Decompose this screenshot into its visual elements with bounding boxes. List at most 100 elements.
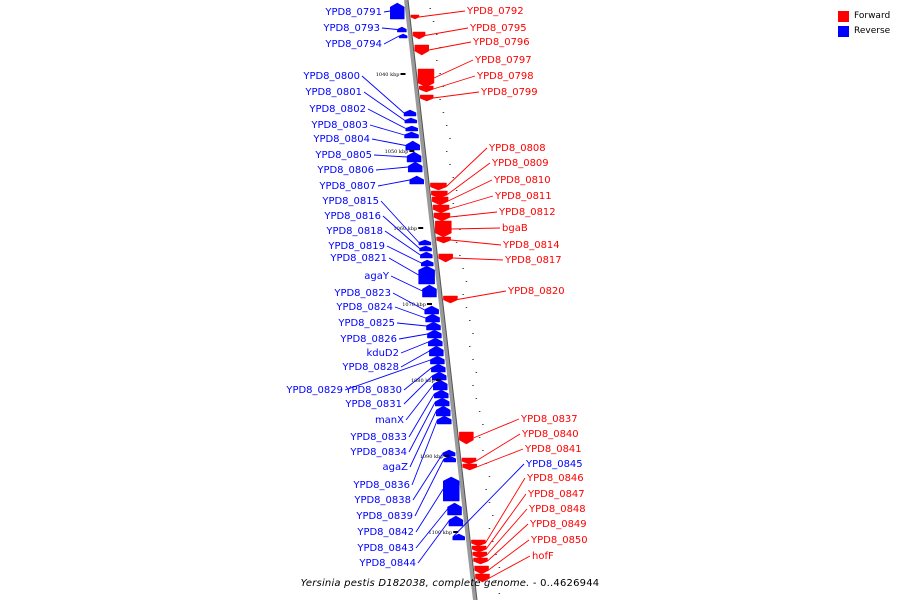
gene-label[interactable]: YPD8_0797: [474, 55, 532, 66]
gene-feature-YPD8_0814[interactable]: [436, 236, 451, 244]
gene-feature-YPD8_0820[interactable]: [443, 295, 458, 304]
gene-feature-YPD8_0823[interactable]: [424, 305, 439, 315]
gene-label[interactable]: agaZ: [383, 462, 409, 473]
gene-feature-YPD8_0839[interactable]: [443, 455, 457, 463]
gene-feature-YPD8_0794[interactable]: [398, 33, 408, 39]
gene-feature-YPD8_0805[interactable]: [406, 151, 422, 163]
gene-label[interactable]: YPD8_0814: [502, 240, 560, 251]
gene-feature-YPD8_0826[interactable]: [427, 329, 442, 339]
gene-feature-YPD8_0834[interactable]: [434, 397, 450, 407]
gene-feature-YPD8_0806[interactable]: [407, 161, 423, 173]
gene-label[interactable]: YPD8_0800: [302, 71, 360, 82]
gene-label[interactable]: YPD8_0816: [323, 211, 381, 222]
gene-label[interactable]: YPD8_0828: [341, 362, 399, 373]
gene-label[interactable]: YPD8_0811: [494, 191, 552, 202]
gene-feature-YPD8_0833[interactable]: [434, 389, 449, 399]
gene-feature-YPD8_0841[interactable]: [462, 463, 477, 471]
gene-label[interactable]: YPD8_0831: [344, 399, 402, 410]
gene-label[interactable]: YPD8_0834: [349, 447, 407, 458]
gene-label[interactable]: YPD8_0802: [308, 104, 366, 115]
gene-feature-YPD8_0797[interactable]: [417, 68, 435, 88]
gene-feature-YPD8_0808[interactable]: [430, 182, 447, 191]
gene-label[interactable]: YPD8_0849: [529, 519, 587, 530]
gene-feature-YPD8_0837[interactable]: [459, 431, 474, 445]
gene-label[interactable]: YPD8_0810: [493, 175, 551, 186]
gene-label[interactable]: YPD8_0845: [525, 459, 583, 470]
gene-label[interactable]: YPD8_0824: [335, 302, 393, 313]
gene-feature-YPD8_0817[interactable]: [438, 253, 453, 263]
gene-feature-YPD8_0792[interactable]: [410, 14, 420, 20]
gene-label[interactable]: YPD8_0838: [353, 495, 411, 506]
gene-label[interactable]: hofF: [532, 551, 554, 562]
gene-feature-bgaB[interactable]: [435, 220, 452, 238]
gene-label[interactable]: manX: [375, 415, 404, 426]
gene-feature-YPD8_0829[interactable]: [430, 355, 445, 365]
gene-label[interactable]: YPD8_0820: [507, 286, 565, 297]
gene-feature-kduD2[interactable]: [428, 337, 443, 347]
gene-label[interactable]: YPD8_0795: [469, 23, 527, 34]
gene-label[interactable]: YPD8_0798: [476, 71, 534, 82]
gene-label[interactable]: YPD8_0807: [318, 181, 376, 192]
gene-label[interactable]: YPD8_0799: [480, 87, 538, 98]
gene-feature-YPD8_0828[interactable]: [429, 345, 444, 357]
gene-label[interactable]: YPD8_0806: [316, 165, 374, 176]
gene-label[interactable]: YPD8_0842: [356, 527, 414, 538]
gene-feature-YPD8_0809[interactable]: [431, 190, 448, 199]
gene-label[interactable]: YPD8_0812: [498, 207, 556, 218]
gene-feature-YPD8_0815[interactable]: [418, 239, 432, 246]
gene-label[interactable]: YPD8_0823: [333, 288, 391, 299]
gene-feature-YPD8_0848[interactable]: [472, 551, 488, 559]
gene-feature-YPD8_0844[interactable]: [448, 515, 464, 527]
gene-feature-manX[interactable]: [433, 379, 448, 391]
gene-feature-YPD8_0824[interactable]: [425, 313, 440, 323]
gene-feature-YPD8_0847[interactable]: [471, 545, 487, 553]
gene-label[interactable]: YPD8_0847: [527, 489, 585, 500]
gene-label[interactable]: YPD8_0840: [521, 429, 579, 440]
gene-feature-YPD8_0830[interactable]: [431, 363, 446, 373]
gene-label[interactable]: YPD8_0844: [358, 558, 416, 569]
gene-label[interactable]: YPD8_0809: [491, 158, 549, 169]
gene-feature-YPD8_0802[interactable]: [405, 125, 419, 132]
gene-label[interactable]: YPD8_0843: [356, 543, 414, 554]
gene-label[interactable]: bgaB: [502, 223, 528, 234]
gene-feature-YPD8_0799[interactable]: [420, 94, 434, 102]
gene-feature-YPD8_0798[interactable]: [418, 85, 434, 93]
gene-feature-YPD8_0810[interactable]: [431, 196, 449, 206]
gene-label[interactable]: YPD8_0825: [337, 318, 395, 329]
gene-feature-YPD8_0807[interactable]: [409, 175, 424, 185]
gene-feature-YPD8_0811[interactable]: [432, 204, 450, 214]
gene-feature-YPD8_0800[interactable]: [403, 109, 417, 117]
gene-feature-YPD8_0836[interactable]: [437, 415, 452, 425]
gene-label[interactable]: YPD8_0808: [488, 143, 546, 154]
gene-feature-YPD8_0849[interactable]: [473, 557, 488, 565]
gene-feature-YPD8_0818[interactable]: [420, 251, 433, 259]
gene-label[interactable]: YPD8_0846: [526, 473, 584, 484]
gene-feature-YPD8_0796[interactable]: [414, 44, 429, 56]
gene-feature-YPD8_0825[interactable]: [426, 321, 441, 331]
gene-label[interactable]: YPD8_0796: [472, 37, 530, 48]
gene-label[interactable]: YPD8_0818: [325, 226, 383, 237]
gene-label[interactable]: YPD8_0803: [310, 120, 368, 131]
gene-feature-YPD8_0816[interactable]: [419, 245, 432, 252]
gene-label[interactable]: YPD8_0801: [304, 87, 362, 98]
gene-feature-YPD8_0803[interactable]: [404, 131, 419, 139]
gene-label[interactable]: YPD8_0819: [327, 241, 385, 252]
gene-feature-YPD8_0843[interactable]: [447, 502, 462, 516]
gene-label[interactable]: YPD8_0821: [329, 253, 387, 264]
gene-feature-YPD8_0840[interactable]: [461, 457, 477, 465]
gene-label[interactable]: YPD8_0833: [349, 432, 407, 443]
gene-label[interactable]: YPD8_0793: [322, 23, 380, 34]
gene-feature-hofF[interactable]: [475, 573, 490, 583]
gene-label[interactable]: YPD8_0804: [312, 134, 370, 145]
gene-label[interactable]: YPD8_0837: [520, 414, 578, 425]
gene-feature-YPD8_0821[interactable]: [418, 265, 435, 285]
gene-label[interactable]: YPD8_0839: [355, 511, 413, 522]
gene-feature-YPD8_0795[interactable]: [412, 31, 426, 40]
gene-feature-YPD8_0819[interactable]: [420, 259, 434, 267]
gene-label[interactable]: agaY: [364, 271, 390, 282]
gene-feature-YPD8_0791[interactable]: [390, 2, 405, 20]
gene-feature-YPD8_0842[interactable]: [442, 476, 460, 502]
gene-label[interactable]: YPD8_0794: [324, 39, 382, 50]
gene-label[interactable]: YPD8_0791: [324, 7, 382, 18]
gene-label[interactable]: YPD8_0850: [530, 535, 588, 546]
